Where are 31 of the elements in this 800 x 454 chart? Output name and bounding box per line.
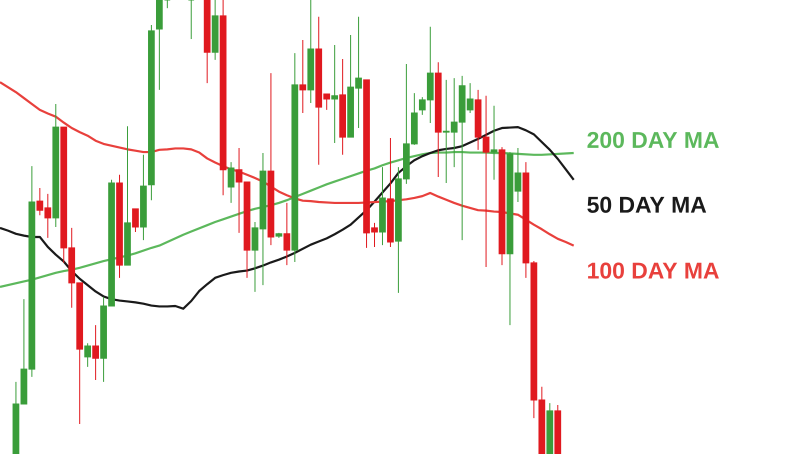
candlestick (554, 404, 562, 454)
candlestick (498, 146, 506, 266)
candlestick (52, 103, 60, 228)
candlestick (92, 324, 99, 380)
candlestick (148, 24, 155, 201)
candlestick (339, 58, 346, 156)
series-label: 200 DAY MA (587, 132, 719, 148)
series-label: 100 DAY MA (588, 262, 719, 279)
candlestick (140, 154, 147, 241)
candlestick (331, 44, 338, 144)
candlestick (124, 126, 131, 266)
candlestick (132, 208, 139, 232)
candlestick (299, 39, 306, 114)
candlestick (387, 138, 394, 248)
candlestick (291, 52, 298, 262)
candlestick (220, 0, 226, 196)
candlestick (546, 402, 554, 454)
candlestick (268, 72, 274, 246)
candlestick (212, 0, 219, 60)
series-label: 50 DAY MA (587, 196, 706, 213)
candlestick (490, 105, 498, 180)
candlestick (228, 162, 234, 204)
candlestick (379, 166, 386, 246)
candlestick (204, 0, 211, 84)
candlestick (283, 202, 290, 266)
candlestick (116, 174, 123, 278)
candlestick (84, 342, 92, 368)
candlestick (307, 0, 314, 104)
candlestick (434, 62, 442, 178)
candlestick (156, 0, 163, 90)
candlestick (276, 232, 282, 238)
